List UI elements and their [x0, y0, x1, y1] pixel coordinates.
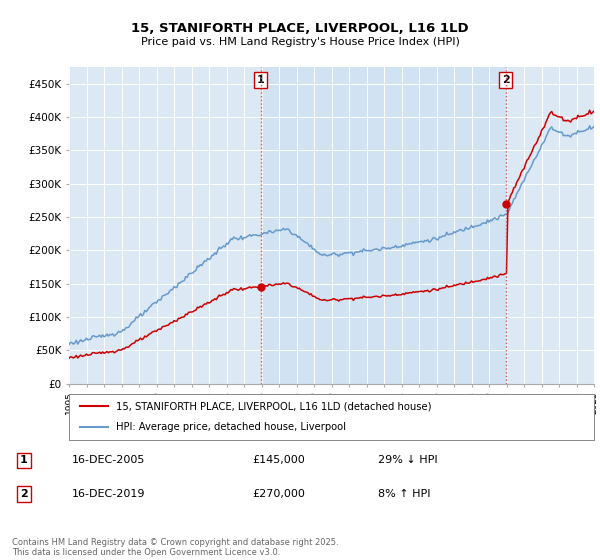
- Text: HPI: Average price, detached house, Liverpool: HPI: Average price, detached house, Live…: [116, 422, 346, 432]
- Text: 16-DEC-2019: 16-DEC-2019: [72, 489, 146, 499]
- Text: 2: 2: [20, 489, 28, 499]
- Text: 1: 1: [257, 75, 265, 85]
- Text: 8% ↑ HPI: 8% ↑ HPI: [378, 489, 431, 499]
- Text: Contains HM Land Registry data © Crown copyright and database right 2025.
This d: Contains HM Land Registry data © Crown c…: [12, 538, 338, 557]
- Text: £145,000: £145,000: [252, 455, 305, 465]
- Text: 1: 1: [20, 455, 28, 465]
- Text: 15, STANIFORTH PLACE, LIVERPOOL, L16 1LD (detached house): 15, STANIFORTH PLACE, LIVERPOOL, L16 1LD…: [116, 401, 432, 411]
- Text: 2: 2: [502, 75, 509, 85]
- Text: 15, STANIFORTH PLACE, LIVERPOOL, L16 1LD: 15, STANIFORTH PLACE, LIVERPOOL, L16 1LD: [131, 22, 469, 35]
- Bar: [261, 67, 506, 384]
- Text: 29% ↓ HPI: 29% ↓ HPI: [378, 455, 437, 465]
- Text: 16-DEC-2005: 16-DEC-2005: [72, 455, 145, 465]
- Text: Price paid vs. HM Land Registry's House Price Index (HPI): Price paid vs. HM Land Registry's House …: [140, 37, 460, 47]
- Text: £270,000: £270,000: [252, 489, 305, 499]
